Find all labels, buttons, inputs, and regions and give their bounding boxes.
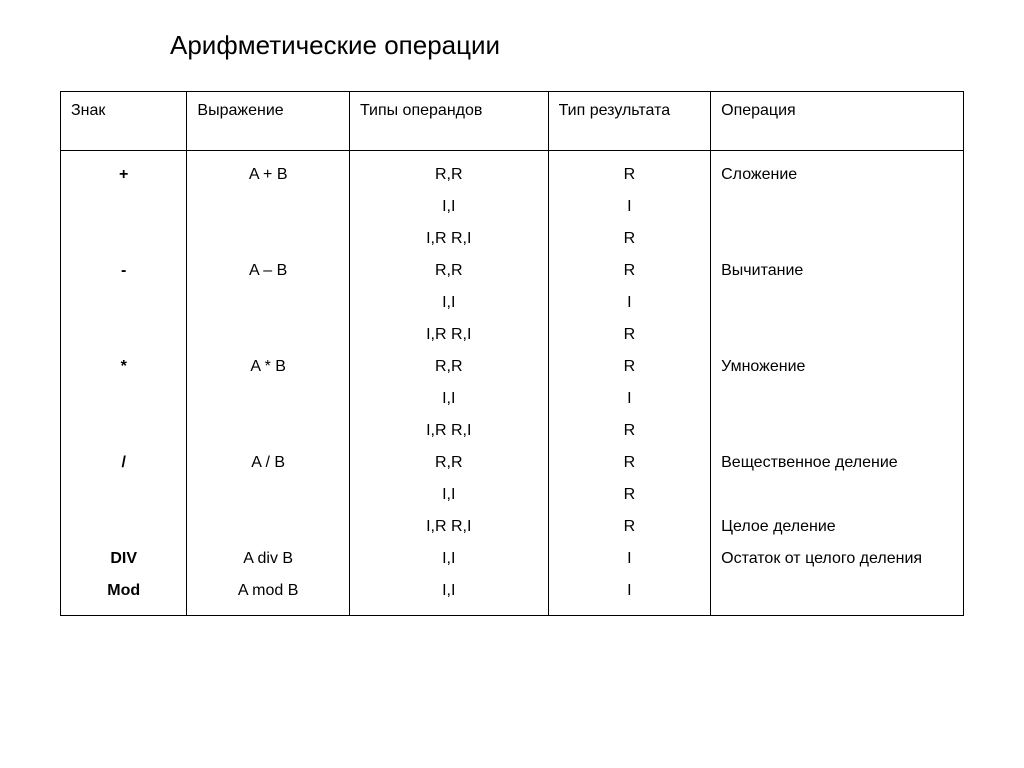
sign-div: /	[71, 447, 176, 479]
header-expression: Выражение	[187, 92, 350, 151]
result-5: R	[559, 319, 701, 351]
sign-minus: -	[71, 255, 176, 287]
cell-expressions: A + B A – B A * B A / B A div B A mod B	[187, 151, 350, 616]
operands-3: R,R	[360, 255, 538, 287]
result-10: R	[559, 479, 701, 511]
op-mod: Остаток от целого деления	[721, 543, 953, 575]
operations-table: Знак Выражение Типы операндов Тип резуль…	[60, 91, 964, 616]
operands-0: R,R	[360, 159, 538, 191]
result-6: R	[559, 351, 701, 383]
sign-mod: Mod	[71, 575, 176, 607]
cell-result-types: R I R R I R R I R R R R I I	[548, 151, 711, 616]
operands-9: R,R	[360, 447, 538, 479]
sign-mult: *	[71, 351, 176, 383]
sign-div-int: DIV	[71, 543, 176, 575]
header-operation: Операция	[711, 92, 964, 151]
operands-8: I,R R,I	[360, 415, 538, 447]
result-4: I	[559, 287, 701, 319]
result-2: R	[559, 223, 701, 255]
result-1: I	[559, 191, 701, 223]
header-sign: Знак	[61, 92, 187, 151]
result-3: R	[559, 255, 701, 287]
expr-mult: A * B	[197, 351, 339, 383]
op-div-real: Вещественное деление	[721, 447, 953, 479]
table-body-row: + - * / DIV Mod A + B	[61, 151, 964, 616]
operands-12: I,I	[360, 543, 538, 575]
expr-div-int: A div B	[197, 543, 339, 575]
expr-sub: A – B	[197, 255, 339, 287]
result-12: I	[559, 543, 701, 575]
table-header-row: Знак Выражение Типы операндов Тип резуль…	[61, 92, 964, 151]
operands-10: I,I	[360, 479, 538, 511]
page-title: Арифметические операции	[170, 30, 964, 61]
op-sub: Вычитание	[721, 255, 953, 287]
expr-div: A / B	[197, 447, 339, 479]
op-div-int: Целое деление	[721, 511, 953, 543]
operands-2: I,R R,I	[360, 223, 538, 255]
op-add: Сложение	[721, 159, 953, 191]
expr-mod: A mod B	[197, 575, 339, 607]
result-8: R	[559, 415, 701, 447]
operands-4: I,I	[360, 287, 538, 319]
result-9: R	[559, 447, 701, 479]
operands-5: I,R R,I	[360, 319, 538, 351]
result-7: I	[559, 383, 701, 415]
operands-13: I,I	[360, 575, 538, 607]
op-mult: Умножение	[721, 351, 953, 383]
operands-6: R,R	[360, 351, 538, 383]
operands-7: I,I	[360, 383, 538, 415]
header-operand-types: Типы операндов	[349, 92, 548, 151]
result-11: R	[559, 511, 701, 543]
cell-operand-types: R,R I,I I,R R,I R,R I,I I,R R,I R,R I,I …	[349, 151, 548, 616]
result-0: R	[559, 159, 701, 191]
operands-1: I,I	[360, 191, 538, 223]
expr-add: A + B	[197, 159, 339, 191]
header-result-type: Тип результата	[548, 92, 711, 151]
sign-plus: +	[71, 159, 176, 191]
page-container: Арифметические операции Знак Выражение Т…	[0, 0, 1024, 646]
result-13: I	[559, 575, 701, 607]
operands-11: I,R R,I	[360, 511, 538, 543]
cell-signs: + - * / DIV Mod	[61, 151, 187, 616]
cell-operations: Сложение Вычитание Умножение Вещественно…	[711, 151, 964, 616]
